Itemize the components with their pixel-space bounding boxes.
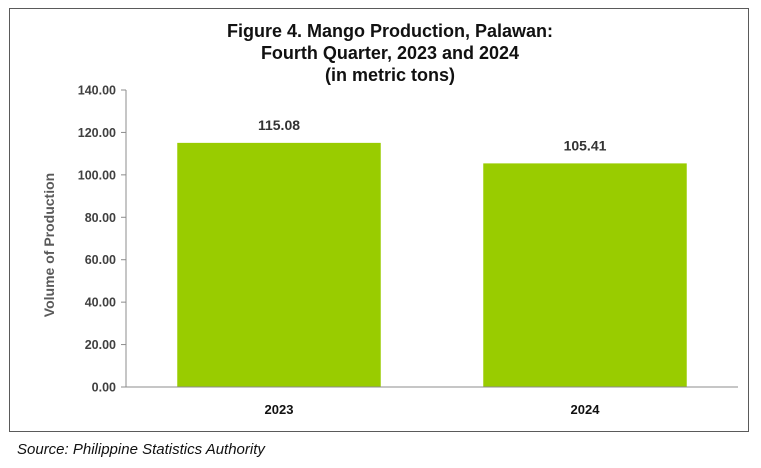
bar-2023 — [177, 142, 381, 387]
y-tick-label: 80.00 — [85, 211, 116, 225]
y-tick-label: 20.00 — [85, 338, 116, 352]
y-tick-label: 0.00 — [92, 381, 116, 395]
chart-frame: Figure 4. Mango Production, Palawan: Fou… — [9, 8, 749, 432]
chart-title-line-2: Fourth Quarter, 2023 and 2024 — [261, 43, 519, 63]
source-note: Source: Philippine Statistics Authority — [17, 441, 265, 458]
x-axis-labels: 2023 2024 — [265, 402, 601, 417]
x-tick-label-2023: 2023 — [265, 402, 294, 417]
y-tick-label: 40.00 — [85, 296, 116, 310]
bars — [177, 142, 687, 387]
y-tick-label: 60.00 — [85, 253, 116, 267]
chart-title: Figure 4. Mango Production, Palawan: Fou… — [227, 21, 553, 85]
chart-title-line-1: Figure 4. Mango Production, Palawan: — [227, 21, 553, 41]
data-label-2023: 115.08 — [258, 117, 300, 133]
y-axis-title: Volume of Production — [41, 173, 57, 317]
data-labels: 115.08 105.41 — [258, 117, 607, 154]
y-axis-ticks: 0.00 20.00 40.00 60.00 80.00 100.00 120.00 140.… — [78, 84, 126, 395]
x-tick-label-2024: 2024 — [571, 402, 601, 417]
bar-chart: Figure 4. Mango Production, Palawan: Fou… — [41, 21, 738, 417]
bar-2024 — [483, 163, 687, 387]
data-label-2024: 105.41 — [564, 137, 607, 153]
y-tick-label: 120.00 — [78, 126, 116, 140]
chart-title-line-3: (in metric tons) — [325, 65, 455, 85]
y-tick-label: 100.00 — [78, 168, 116, 182]
y-tick-label: 140.00 — [78, 84, 116, 98]
